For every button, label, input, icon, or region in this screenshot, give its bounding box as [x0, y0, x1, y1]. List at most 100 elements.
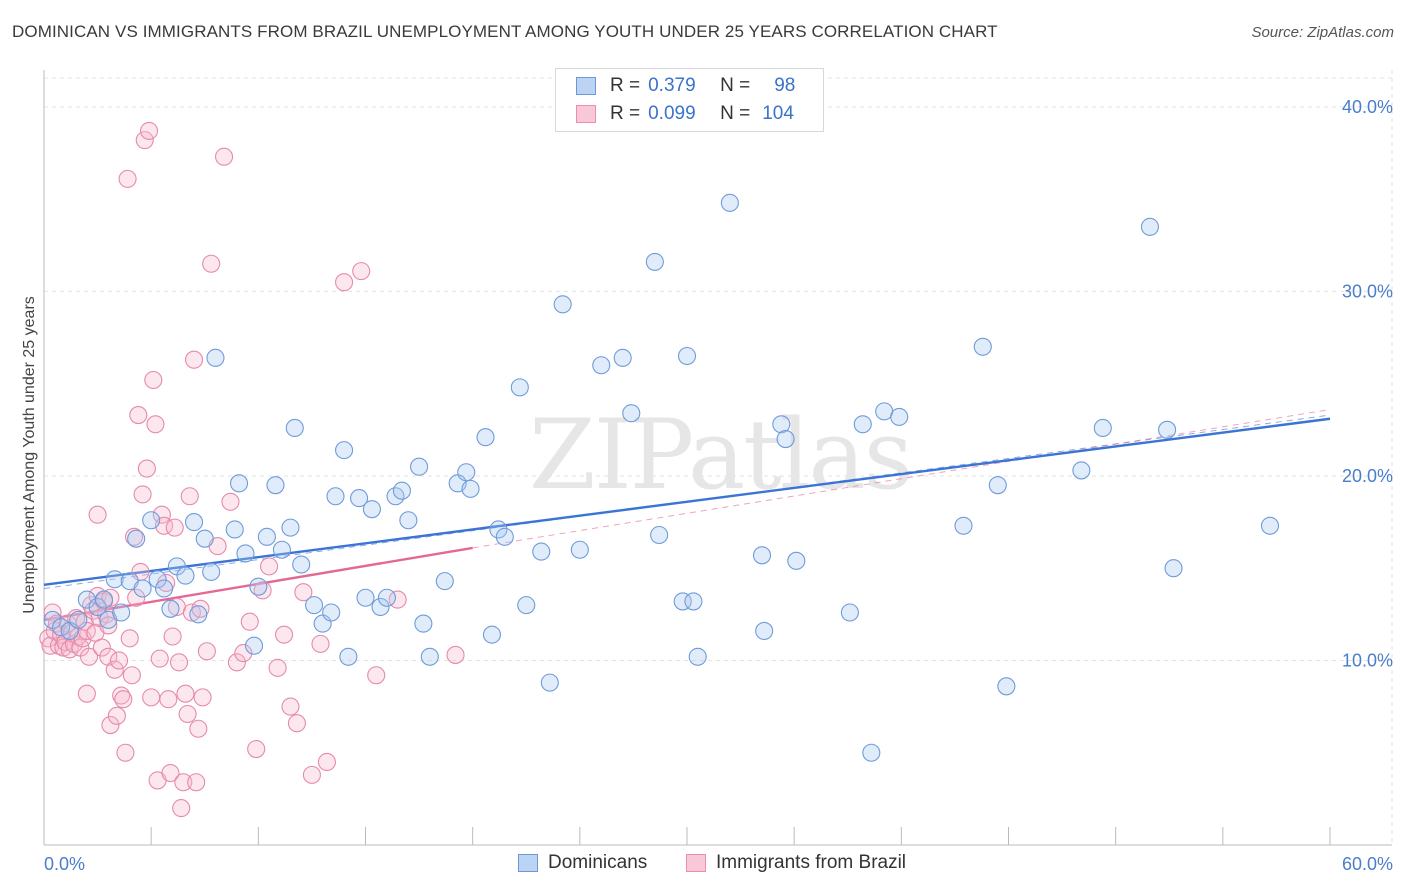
legend-row-brazil: R = 0.099 N = 104	[576, 101, 794, 127]
dominican-point	[88, 597, 107, 617]
legend-swatch-blue	[518, 854, 538, 872]
brazil-point	[187, 773, 206, 792]
dominican-point	[677, 346, 697, 366]
brazil-point	[302, 765, 321, 784]
brazil-point	[247, 739, 266, 759]
dominican-point	[322, 603, 341, 622]
dominican-point	[335, 441, 354, 460]
dominican-point	[272, 540, 291, 559]
y-tick-label: 40.0%	[1342, 97, 1393, 117]
dominican-point	[229, 474, 249, 493]
legend-n-value: 98	[774, 75, 796, 96]
dominican-point	[176, 566, 195, 585]
legend-r-label: R =	[610, 75, 641, 96]
dominican-point	[305, 596, 324, 615]
dominican-point	[414, 614, 433, 633]
tick-labels: 10.0% 20.0% 30.0% 40.0% 0.0% 60.0%	[44, 97, 1393, 874]
trend-layer	[43, 409, 1331, 622]
source-credit: Source: ZipAtlas.com	[1251, 24, 1394, 41]
dominican-point	[350, 489, 369, 508]
brazil-point	[137, 459, 156, 478]
y-tick-label: 10.0%	[1342, 650, 1393, 670]
dominican-point	[495, 527, 514, 546]
brazil-point	[163, 627, 182, 646]
dominican-point	[1072, 461, 1091, 480]
legend-label: Immigrants from Brazil	[716, 852, 907, 873]
dominican-point	[853, 415, 872, 434]
dominican-point	[266, 476, 285, 495]
brazil-point	[197, 642, 216, 661]
dominican-point	[195, 529, 214, 548]
dominican-point	[154, 579, 174, 598]
dominican-point	[435, 572, 454, 591]
legend-row-dominicans: R = 0.379 N = 98	[576, 73, 795, 99]
chart-title: DOMINICAN VS IMMIGRANTS FROM BRAZIL UNEM…	[12, 22, 998, 41]
dominican-point	[650, 525, 669, 545]
brazil-point	[172, 799, 191, 818]
trend-extension	[472, 409, 1331, 549]
brazil-point	[367, 666, 386, 685]
dominican-point	[954, 516, 973, 535]
dominican-point	[94, 590, 114, 609]
legend-r-label: R =	[610, 103, 641, 124]
dominican-point	[202, 562, 221, 581]
dominican-point	[476, 428, 495, 447]
brazil-point	[152, 505, 171, 524]
brazil-point	[165, 518, 184, 537]
brazil-point	[446, 645, 465, 664]
dominican-point	[236, 544, 255, 563]
legend-item-dominicans: Dominicans	[518, 852, 647, 874]
brazil-point	[311, 634, 330, 653]
brazil-point	[122, 666, 141, 685]
brazil-point	[275, 625, 294, 644]
dominican-point	[592, 356, 611, 375]
brazil-point	[189, 719, 208, 738]
dominican-point	[840, 603, 859, 622]
brazil-point	[281, 697, 300, 716]
dominican-point	[645, 252, 664, 271]
dominican-point	[461, 479, 480, 498]
dominican-point	[225, 520, 244, 539]
brazil-point	[176, 684, 195, 703]
brazil-point	[139, 121, 159, 140]
dominican-point	[613, 348, 632, 367]
dominican-point	[787, 551, 806, 570]
brazil-point	[169, 653, 189, 672]
dominican-point	[457, 463, 476, 482]
dominican-point	[997, 677, 1016, 696]
dominican-point	[377, 588, 396, 607]
dominican-point	[281, 518, 300, 537]
dominican-point	[133, 579, 152, 598]
dominican-point	[755, 621, 774, 641]
dominican-point	[392, 481, 411, 500]
dominican-point	[127, 529, 146, 548]
dominican-point	[112, 603, 131, 622]
brazil-point	[146, 415, 165, 434]
y-tick-label: 30.0%	[1342, 281, 1393, 301]
brazil-point	[174, 773, 193, 792]
dominican-point	[410, 457, 429, 476]
dominican-point	[420, 647, 439, 666]
brazil-point	[294, 583, 313, 602]
legend-swatch-blue	[576, 77, 596, 95]
brazil-point	[92, 638, 111, 657]
dominican-point	[292, 555, 311, 574]
brazil-point	[150, 649, 169, 668]
brazil-point	[178, 704, 197, 724]
dominican-point	[161, 599, 180, 618]
brazil-point	[101, 588, 120, 607]
brazil-points	[39, 121, 465, 818]
dominican-point	[399, 511, 418, 530]
dominican-point	[206, 348, 225, 367]
correlation-legend: R = 0.379 N = 98 R = 0.099 N = 104	[555, 68, 824, 132]
y-axis-label: Unemployment Among Youth under 25 years	[21, 296, 38, 614]
dominican-point	[720, 193, 739, 212]
legend-label: Dominicans	[548, 852, 648, 873]
legend-r-value: 0.379	[648, 75, 696, 96]
dominican-point	[570, 540, 589, 559]
dominican-points	[43, 193, 1280, 762]
dominican-point	[69, 610, 88, 629]
brazil-point	[234, 644, 253, 663]
brazil-point	[352, 262, 371, 281]
